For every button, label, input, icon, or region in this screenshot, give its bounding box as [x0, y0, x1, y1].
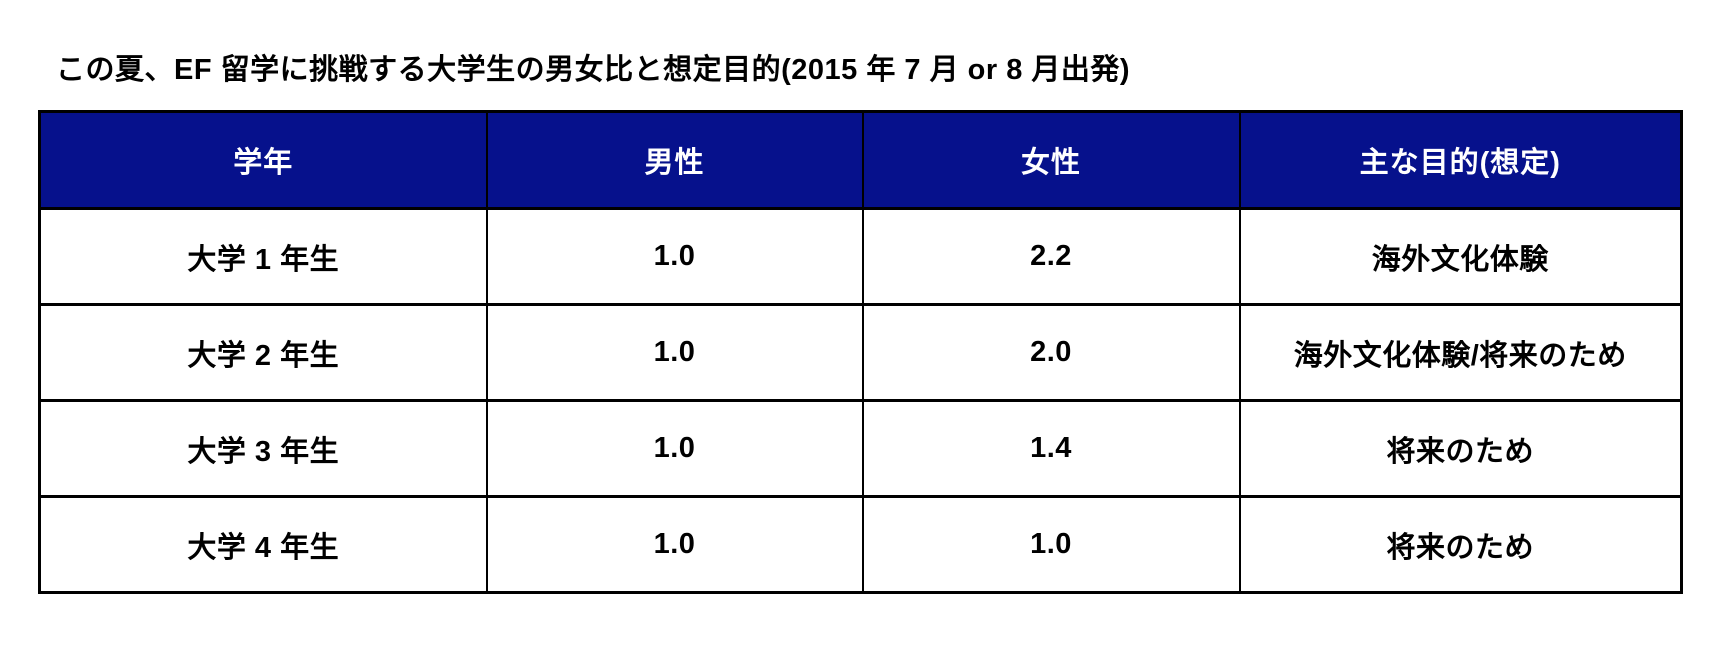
cell-male-ratio: 1.0 — [485, 399, 864, 498]
col-header-grade: 学年 — [38, 110, 488, 210]
cell-purpose: 海外文化体験/将来のため — [1238, 303, 1683, 402]
col-header-male: 男性 — [485, 110, 864, 210]
table-row: 大学 4 年生 1.0 1.0 将来のため — [38, 495, 1683, 594]
table-header-row: 学年 男性 女性 主な目的(想定) — [38, 110, 1683, 210]
cell-male-ratio: 1.0 — [485, 495, 864, 594]
cell-male-ratio: 1.0 — [485, 207, 864, 306]
col-header-female: 女性 — [861, 110, 1241, 210]
col-header-purpose: 主な目的(想定) — [1238, 110, 1683, 210]
cell-purpose: 海外文化体験 — [1238, 207, 1683, 306]
cell-female-ratio: 1.4 — [861, 399, 1241, 498]
cell-female-ratio: 2.2 — [861, 207, 1241, 306]
cell-grade: 大学 3 年生 — [38, 399, 488, 498]
page-title: この夏、EF 留学に挑戦する大学生の男女比と想定目的(2015 年 7 月 or… — [56, 54, 1131, 86]
cell-purpose: 将来のため — [1238, 399, 1683, 498]
cell-grade: 大学 2 年生 — [38, 303, 488, 402]
study-abroad-ratio-table: 学年 男性 女性 主な目的(想定) 大学 1 年生 1.0 2.2 海外文化体験… — [38, 110, 1683, 594]
cell-grade: 大学 1 年生 — [38, 207, 488, 306]
table-row: 大学 2 年生 1.0 2.0 海外文化体験/将来のため — [38, 303, 1683, 402]
table-row: 大学 3 年生 1.0 1.4 将来のため — [38, 399, 1683, 498]
cell-purpose: 将来のため — [1238, 495, 1683, 594]
cell-grade: 大学 4 年生 — [38, 495, 488, 594]
cell-female-ratio: 2.0 — [861, 303, 1241, 402]
cell-male-ratio: 1.0 — [485, 303, 864, 402]
table-row: 大学 1 年生 1.0 2.2 海外文化体験 — [38, 207, 1683, 306]
cell-female-ratio: 1.0 — [861, 495, 1241, 594]
